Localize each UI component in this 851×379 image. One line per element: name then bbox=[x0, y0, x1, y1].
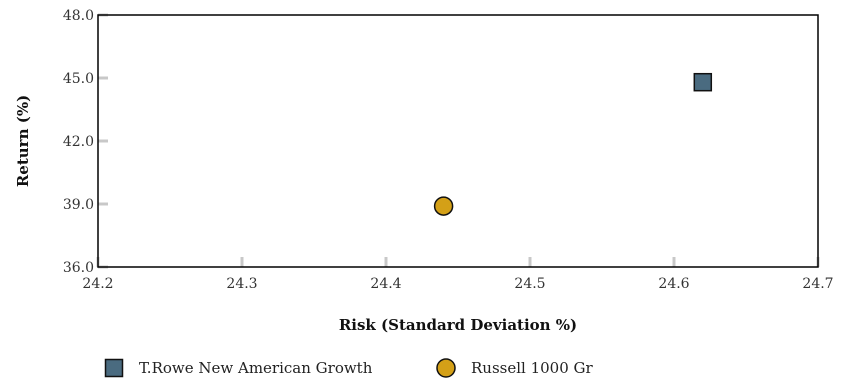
data-point bbox=[433, 196, 454, 216]
x-tick-label: 24.6 bbox=[658, 276, 689, 292]
legend-label: T.Rowe New American Growth bbox=[139, 359, 373, 377]
data-point bbox=[693, 72, 713, 92]
x-tick-label: 24.4 bbox=[370, 276, 401, 292]
y-tick-label: 45.0 bbox=[63, 71, 94, 87]
tick-marks bbox=[96, 13, 820, 269]
y-tick-label: 39.0 bbox=[63, 197, 94, 213]
y-tick-label: 36.0 bbox=[63, 260, 94, 276]
x-axis-title: Risk (Standard Deviation %) bbox=[339, 316, 577, 334]
x-tick-label: 24.7 bbox=[802, 276, 833, 292]
x-tick-label: 24.3 bbox=[226, 276, 257, 292]
tick-labels: 24.2 24.3 24.4 24.5 24.6 24.7 36.0 39.0 42.0 45.0… bbox=[63, 8, 834, 292]
legend-marker bbox=[104, 358, 124, 378]
data-points bbox=[433, 72, 713, 216]
legend-marker bbox=[436, 358, 456, 378]
y-tick-label: 42.0 bbox=[63, 134, 94, 150]
x-tick-label: 24.2 bbox=[82, 276, 113, 292]
y-tick-label: 48.0 bbox=[63, 8, 94, 24]
legend-label: Russell 1000 Gr bbox=[471, 359, 594, 377]
legend: T.Rowe New American Growth Russell 1000 G… bbox=[104, 358, 594, 378]
y-axis-title: Return (%) bbox=[14, 95, 32, 187]
x-tick-label: 24.5 bbox=[514, 276, 545, 292]
plot-area bbox=[97, 14, 819, 268]
